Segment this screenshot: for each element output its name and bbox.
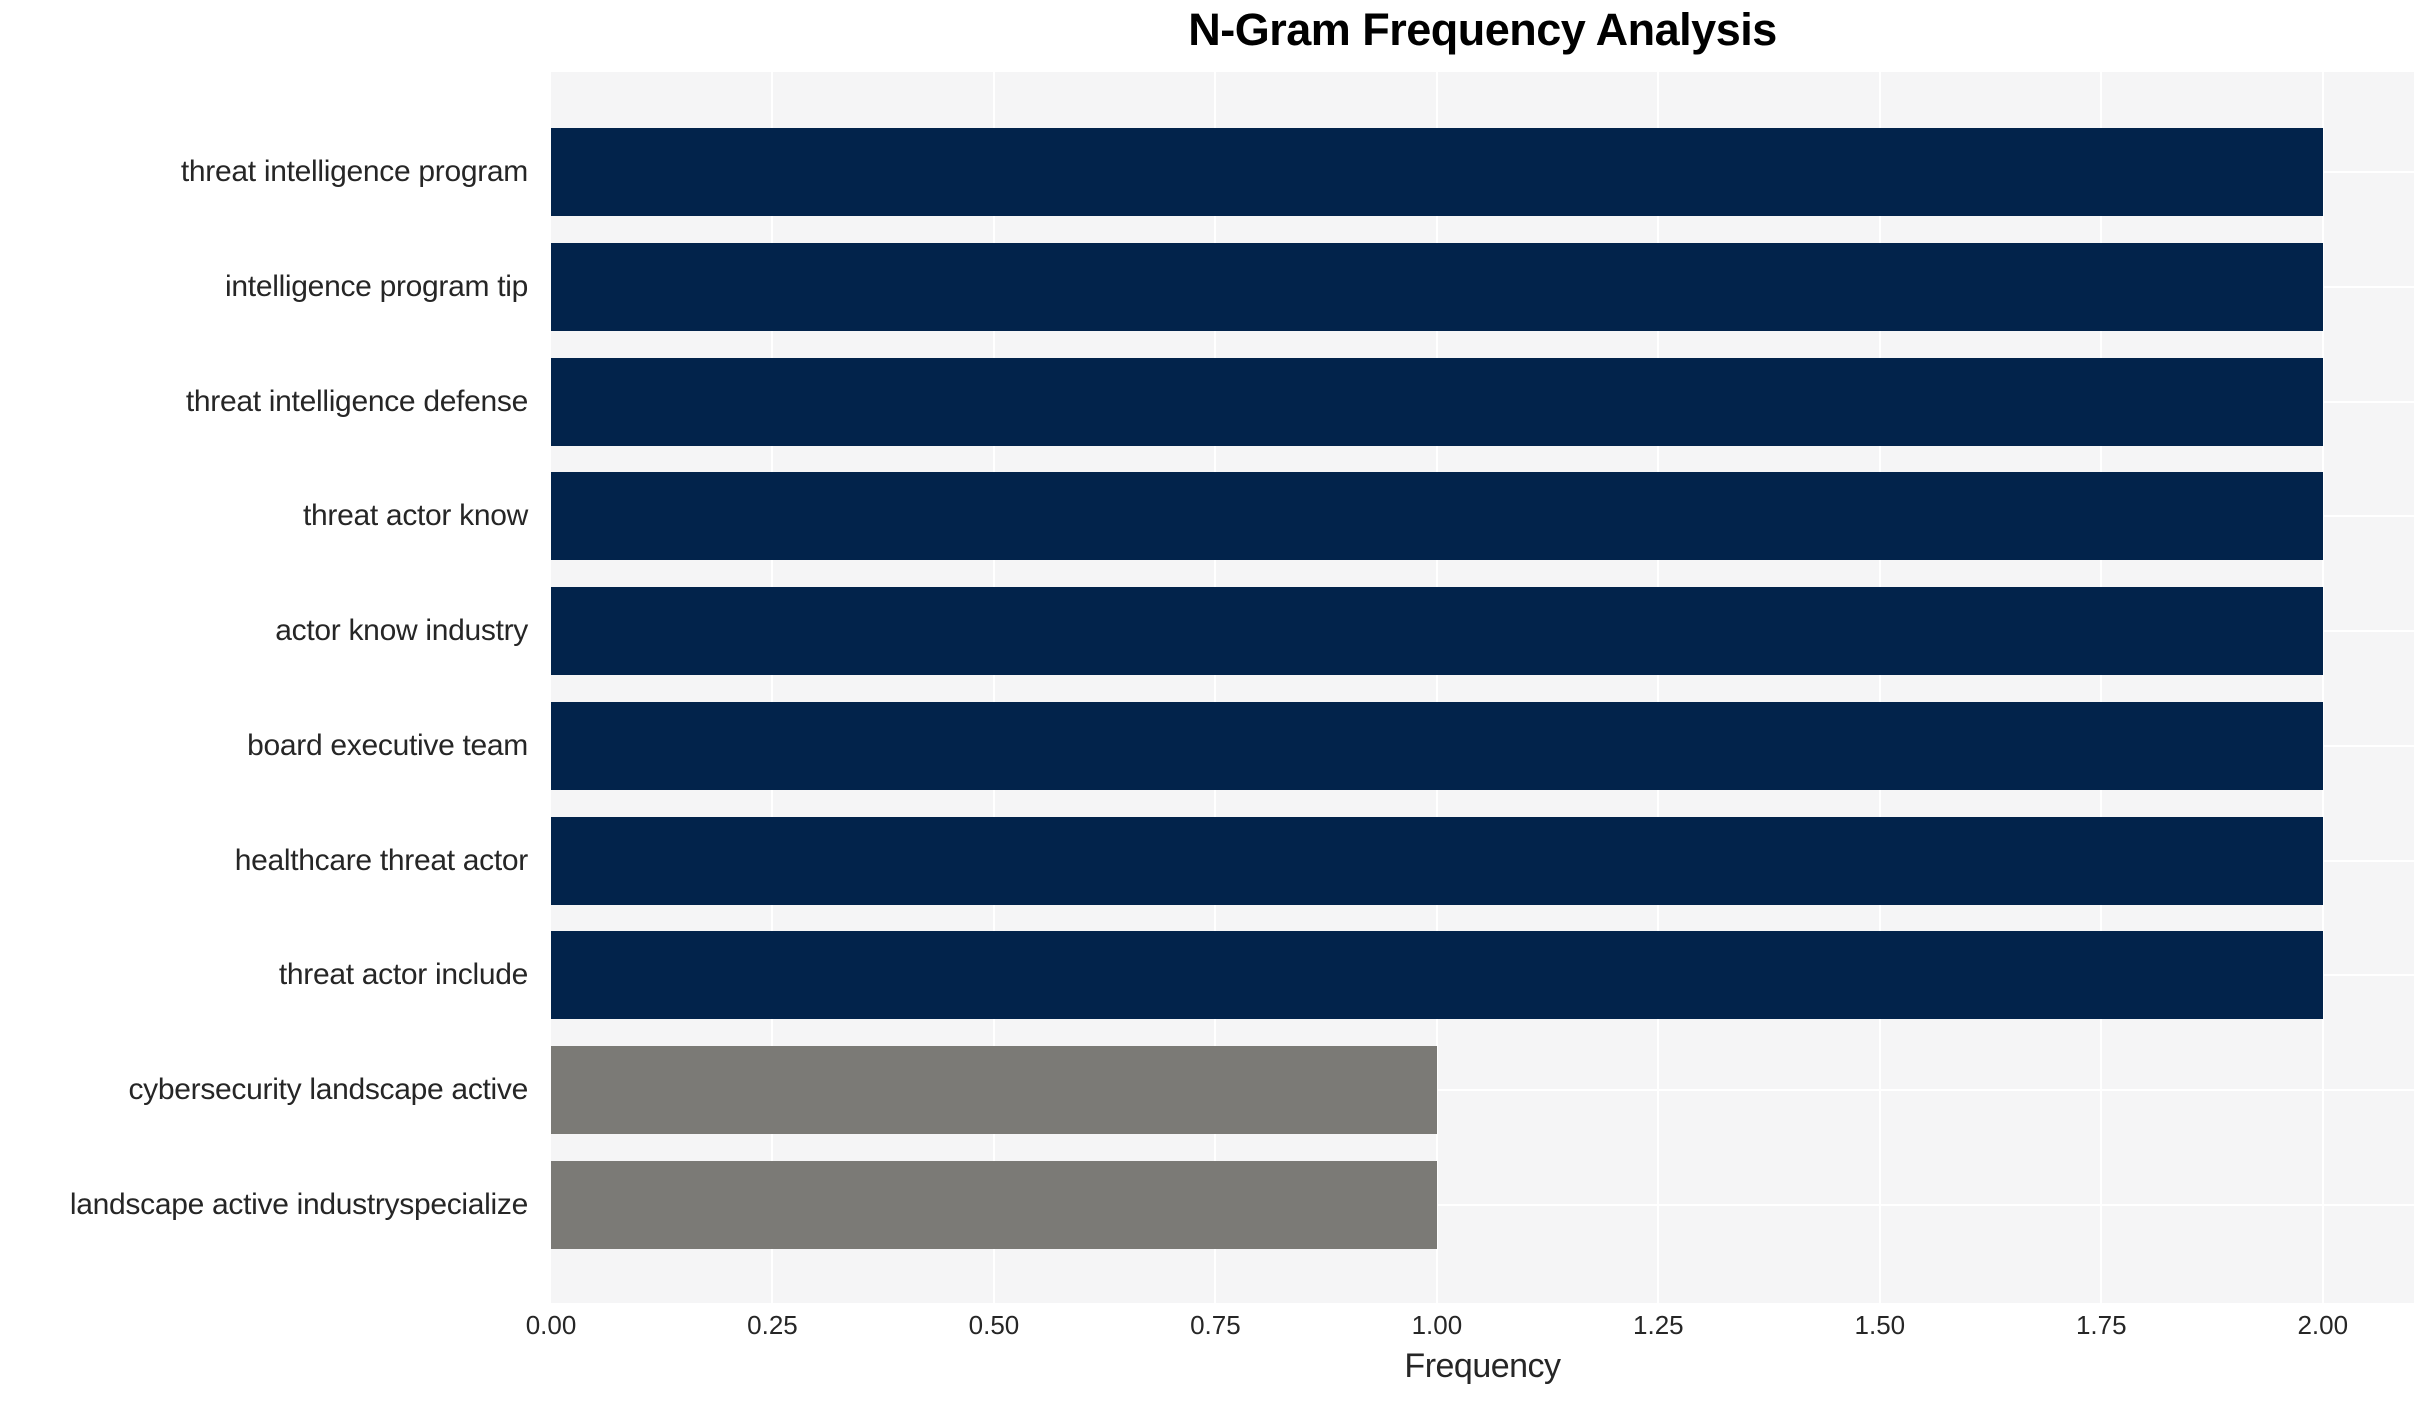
bar bbox=[551, 1045, 1437, 1134]
y-axis-label: cybersecurity landscape active bbox=[128, 1072, 528, 1106]
x-tick-label: 1.25 bbox=[1633, 1310, 1684, 1340]
x-tick-label: 0.50 bbox=[968, 1310, 1020, 1340]
y-axis-label: threat actor know bbox=[302, 499, 528, 533]
x-tick-label: 1.50 bbox=[1854, 1310, 1906, 1340]
bar bbox=[551, 357, 2323, 446]
y-axis-label: intelligence program tip bbox=[225, 270, 528, 304]
bar-row bbox=[551, 574, 2414, 689]
plot-area bbox=[551, 72, 2414, 1303]
y-axis-label: threat intelligence defense bbox=[185, 384, 528, 418]
bar-row bbox=[551, 230, 2414, 345]
bar-row bbox=[551, 115, 2414, 230]
y-label-row: board executive team bbox=[0, 689, 528, 804]
vertical-gridline bbox=[1878, 72, 1881, 1303]
bar-row bbox=[551, 344, 2414, 459]
y-label-row: threat actor include bbox=[0, 918, 528, 1033]
y-label-row: landscape active industryspecialize bbox=[0, 1147, 528, 1262]
vertical-gridline bbox=[1214, 72, 1217, 1303]
horizontal-gridline bbox=[551, 1203, 2414, 1206]
vertical-gridline bbox=[771, 72, 774, 1303]
vertical-gridline bbox=[992, 72, 995, 1303]
chart-title: N-Gram Frequency Analysis bbox=[1188, 4, 1777, 55]
y-label-row: healthcare threat actor bbox=[0, 803, 529, 918]
bar-row bbox=[551, 803, 2414, 918]
x-tick-label: 0.25 bbox=[747, 1310, 798, 1340]
y-axis-label: actor know industry bbox=[275, 614, 528, 648]
vertical-gridline bbox=[2321, 72, 2324, 1303]
bar bbox=[551, 587, 2323, 676]
bar-row bbox=[551, 1033, 2414, 1148]
x-tick-label: 1.75 bbox=[2075, 1310, 2127, 1340]
y-axis-labels: threat intelligence program intelligence … bbox=[0, 72, 528, 1303]
bar bbox=[551, 701, 2323, 790]
vertical-gridline bbox=[1435, 72, 1438, 1303]
bars-container bbox=[551, 72, 2414, 1303]
bar bbox=[551, 472, 2323, 561]
bar bbox=[551, 816, 2323, 905]
bar bbox=[551, 128, 2323, 217]
bar-row bbox=[551, 1147, 2414, 1262]
x-tick-label: 0.00 bbox=[525, 1310, 577, 1340]
y-label-row: threat intelligence program bbox=[0, 115, 528, 230]
y-axis-label: threat intelligence program bbox=[180, 155, 528, 189]
y-label-row: actor know industry bbox=[0, 574, 528, 689]
vertical-gridline bbox=[1657, 72, 1660, 1303]
y-axis-label: healthcare threat actor bbox=[234, 843, 529, 877]
bar bbox=[551, 1160, 1437, 1249]
x-tick-label: 0.75 bbox=[1190, 1310, 1241, 1340]
vertical-gridline bbox=[2100, 72, 2103, 1303]
y-axis-label: landscape active industryspecialize bbox=[69, 1187, 528, 1221]
bar-row bbox=[551, 918, 2414, 1033]
bar-row bbox=[551, 689, 2414, 804]
x-axis-title: Frequency bbox=[1404, 1347, 1561, 1385]
y-label-row: intelligence program tip bbox=[0, 230, 528, 345]
bar-row bbox=[551, 459, 2414, 574]
y-axis-label: board executive team bbox=[247, 728, 528, 762]
horizontal-gridline bbox=[551, 1088, 2414, 1091]
bar bbox=[551, 931, 2323, 1020]
x-tick-label: 2.00 bbox=[2297, 1310, 2349, 1340]
y-label-row: threat intelligence defense bbox=[0, 344, 528, 459]
y-label-row: cybersecurity landscape active bbox=[0, 1033, 528, 1148]
y-axis-label: threat actor include bbox=[278, 958, 528, 992]
bar bbox=[551, 243, 2323, 332]
y-label-row: threat actor know bbox=[0, 459, 528, 574]
x-tick-label: 1.00 bbox=[1411, 1310, 1463, 1340]
